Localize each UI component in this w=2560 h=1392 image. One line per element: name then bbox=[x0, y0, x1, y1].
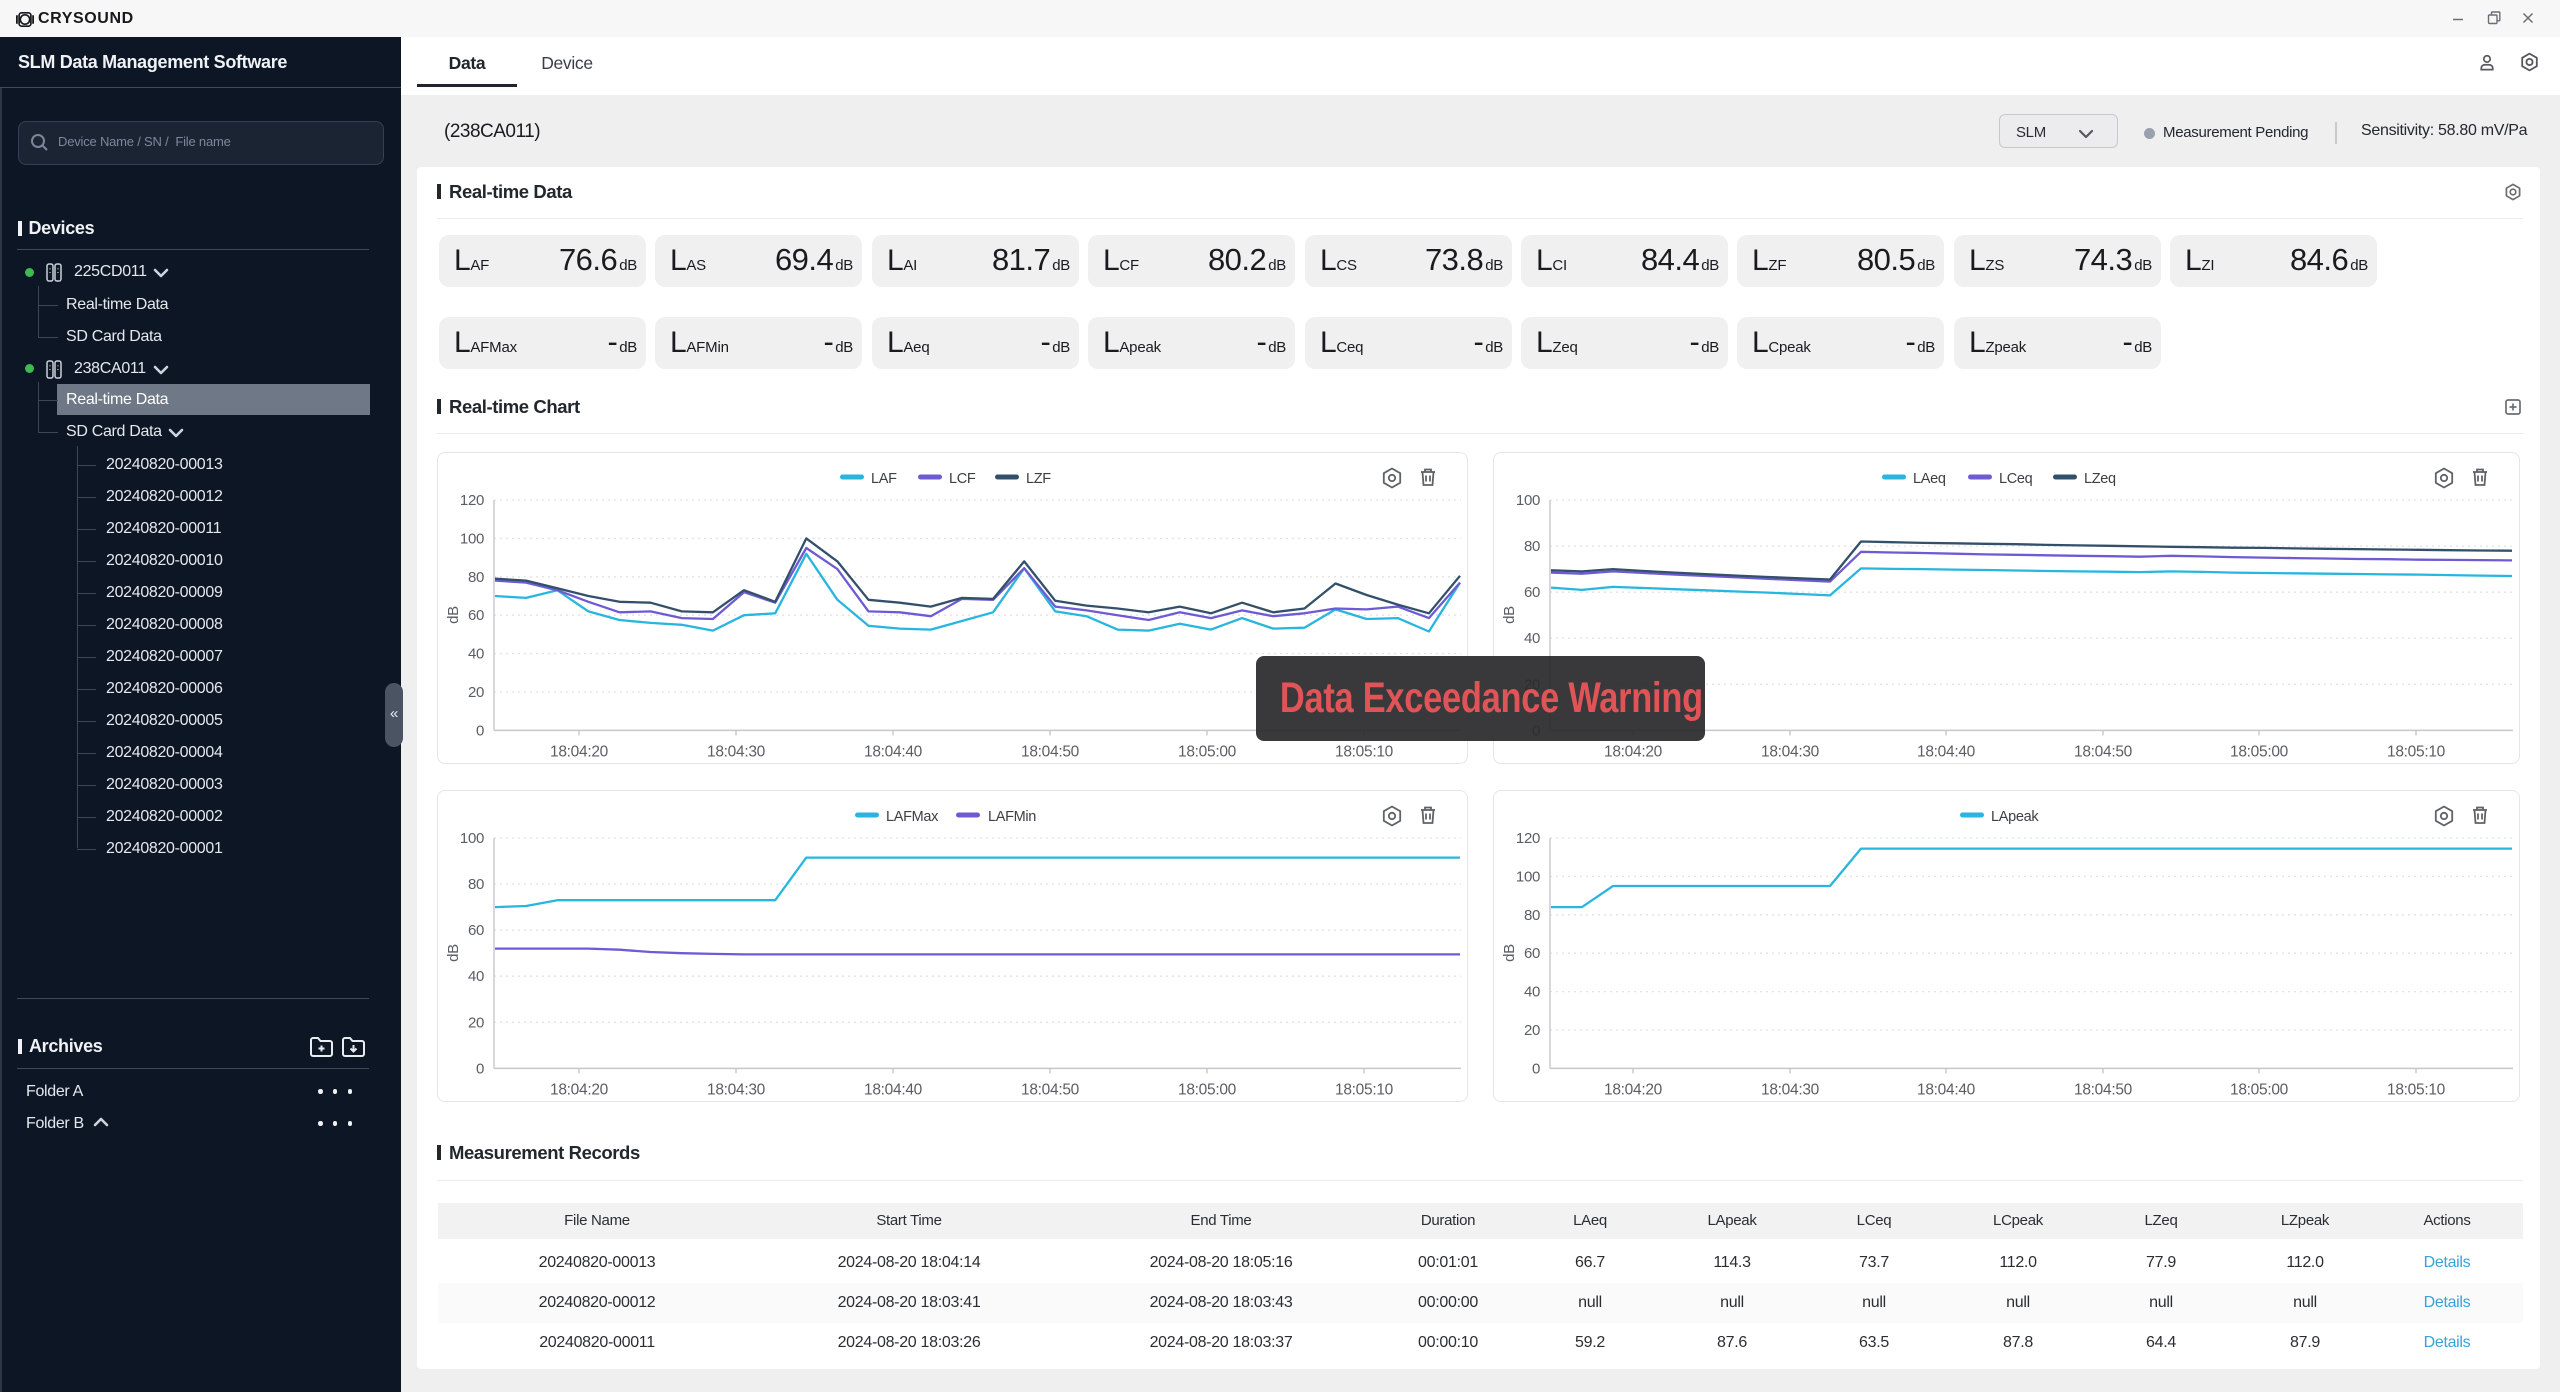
svg-text:18:04:40: 18:04:40 bbox=[1917, 743, 1976, 760]
svg-text:120: 120 bbox=[1516, 830, 1540, 847]
svg-text:20: 20 bbox=[468, 1014, 484, 1031]
svg-text:40: 40 bbox=[468, 968, 484, 985]
svg-text:18:04:20: 18:04:20 bbox=[1604, 743, 1663, 760]
svg-text:18:04:30: 18:04:30 bbox=[707, 743, 766, 760]
svg-text:dB: dB bbox=[1501, 606, 1518, 624]
svg-text:60: 60 bbox=[468, 922, 484, 939]
svg-text:100: 100 bbox=[1516, 868, 1540, 885]
svg-text:18:05:00: 18:05:00 bbox=[1178, 1081, 1237, 1098]
svg-text:18:05:10: 18:05:10 bbox=[2387, 1081, 2446, 1098]
svg-text:dB: dB bbox=[1501, 944, 1518, 962]
svg-text:100: 100 bbox=[460, 830, 484, 847]
svg-text:18:04:30: 18:04:30 bbox=[1761, 1081, 1820, 1098]
svg-text:18:04:20: 18:04:20 bbox=[1604, 1081, 1663, 1098]
svg-text:18:05:00: 18:05:00 bbox=[2230, 1081, 2289, 1098]
svg-text:80: 80 bbox=[1524, 907, 1540, 924]
svg-text:18:05:10: 18:05:10 bbox=[1335, 1081, 1394, 1098]
svg-text:0: 0 bbox=[1532, 1060, 1540, 1077]
svg-text:LZF: LZF bbox=[1026, 471, 1051, 487]
svg-text:18:04:20: 18:04:20 bbox=[550, 1081, 609, 1098]
svg-text:18:04:50: 18:04:50 bbox=[2074, 743, 2133, 760]
svg-text:100: 100 bbox=[460, 530, 484, 547]
svg-text:dB: dB bbox=[445, 944, 462, 962]
svg-text:80: 80 bbox=[468, 876, 484, 893]
svg-text:LApeak: LApeak bbox=[1991, 809, 2039, 825]
svg-text:18:05:00: 18:05:00 bbox=[2230, 743, 2289, 760]
svg-text:LAeq: LAeq bbox=[1913, 471, 1946, 487]
svg-text:18:05:10: 18:05:10 bbox=[2387, 743, 2446, 760]
svg-text:18:04:30: 18:04:30 bbox=[1761, 743, 1820, 760]
svg-text:40: 40 bbox=[468, 646, 484, 663]
svg-text:LAF: LAF bbox=[871, 471, 897, 487]
svg-text:60: 60 bbox=[468, 607, 484, 624]
svg-text:dB: dB bbox=[445, 606, 462, 624]
svg-text:LCF: LCF bbox=[949, 471, 976, 487]
svg-text:18:04:50: 18:04:50 bbox=[2074, 1081, 2133, 1098]
svg-text:18:04:40: 18:04:40 bbox=[864, 1081, 923, 1098]
svg-text:18:04:40: 18:04:40 bbox=[864, 743, 923, 760]
svg-text:20: 20 bbox=[1524, 1022, 1540, 1039]
svg-text:18:04:30: 18:04:30 bbox=[707, 1081, 766, 1098]
svg-text:80: 80 bbox=[1524, 538, 1540, 555]
svg-text:LAFMax: LAFMax bbox=[886, 809, 939, 825]
svg-text:18:04:40: 18:04:40 bbox=[1917, 1081, 1976, 1098]
svg-text:0: 0 bbox=[476, 1060, 484, 1077]
svg-text:LCeq: LCeq bbox=[1999, 471, 2033, 487]
svg-text:60: 60 bbox=[1524, 945, 1540, 962]
svg-text:40: 40 bbox=[1524, 630, 1540, 647]
svg-text:0: 0 bbox=[476, 722, 484, 739]
svg-text:20: 20 bbox=[468, 684, 484, 701]
svg-text:18:04:50: 18:04:50 bbox=[1021, 1081, 1080, 1098]
svg-text:LAFMin: LAFMin bbox=[988, 809, 1036, 825]
svg-text:LZeq: LZeq bbox=[2084, 471, 2116, 487]
svg-text:120: 120 bbox=[460, 492, 484, 509]
svg-text:18:04:50: 18:04:50 bbox=[1021, 743, 1080, 760]
svg-text:40: 40 bbox=[1524, 984, 1540, 1001]
svg-text:60: 60 bbox=[1524, 584, 1540, 601]
svg-text:18:05:00: 18:05:00 bbox=[1178, 743, 1237, 760]
svg-text:100: 100 bbox=[1516, 492, 1540, 509]
svg-text:18:04:20: 18:04:20 bbox=[550, 743, 609, 760]
svg-text:18:05:10: 18:05:10 bbox=[1335, 743, 1394, 760]
svg-text:80: 80 bbox=[468, 569, 484, 586]
